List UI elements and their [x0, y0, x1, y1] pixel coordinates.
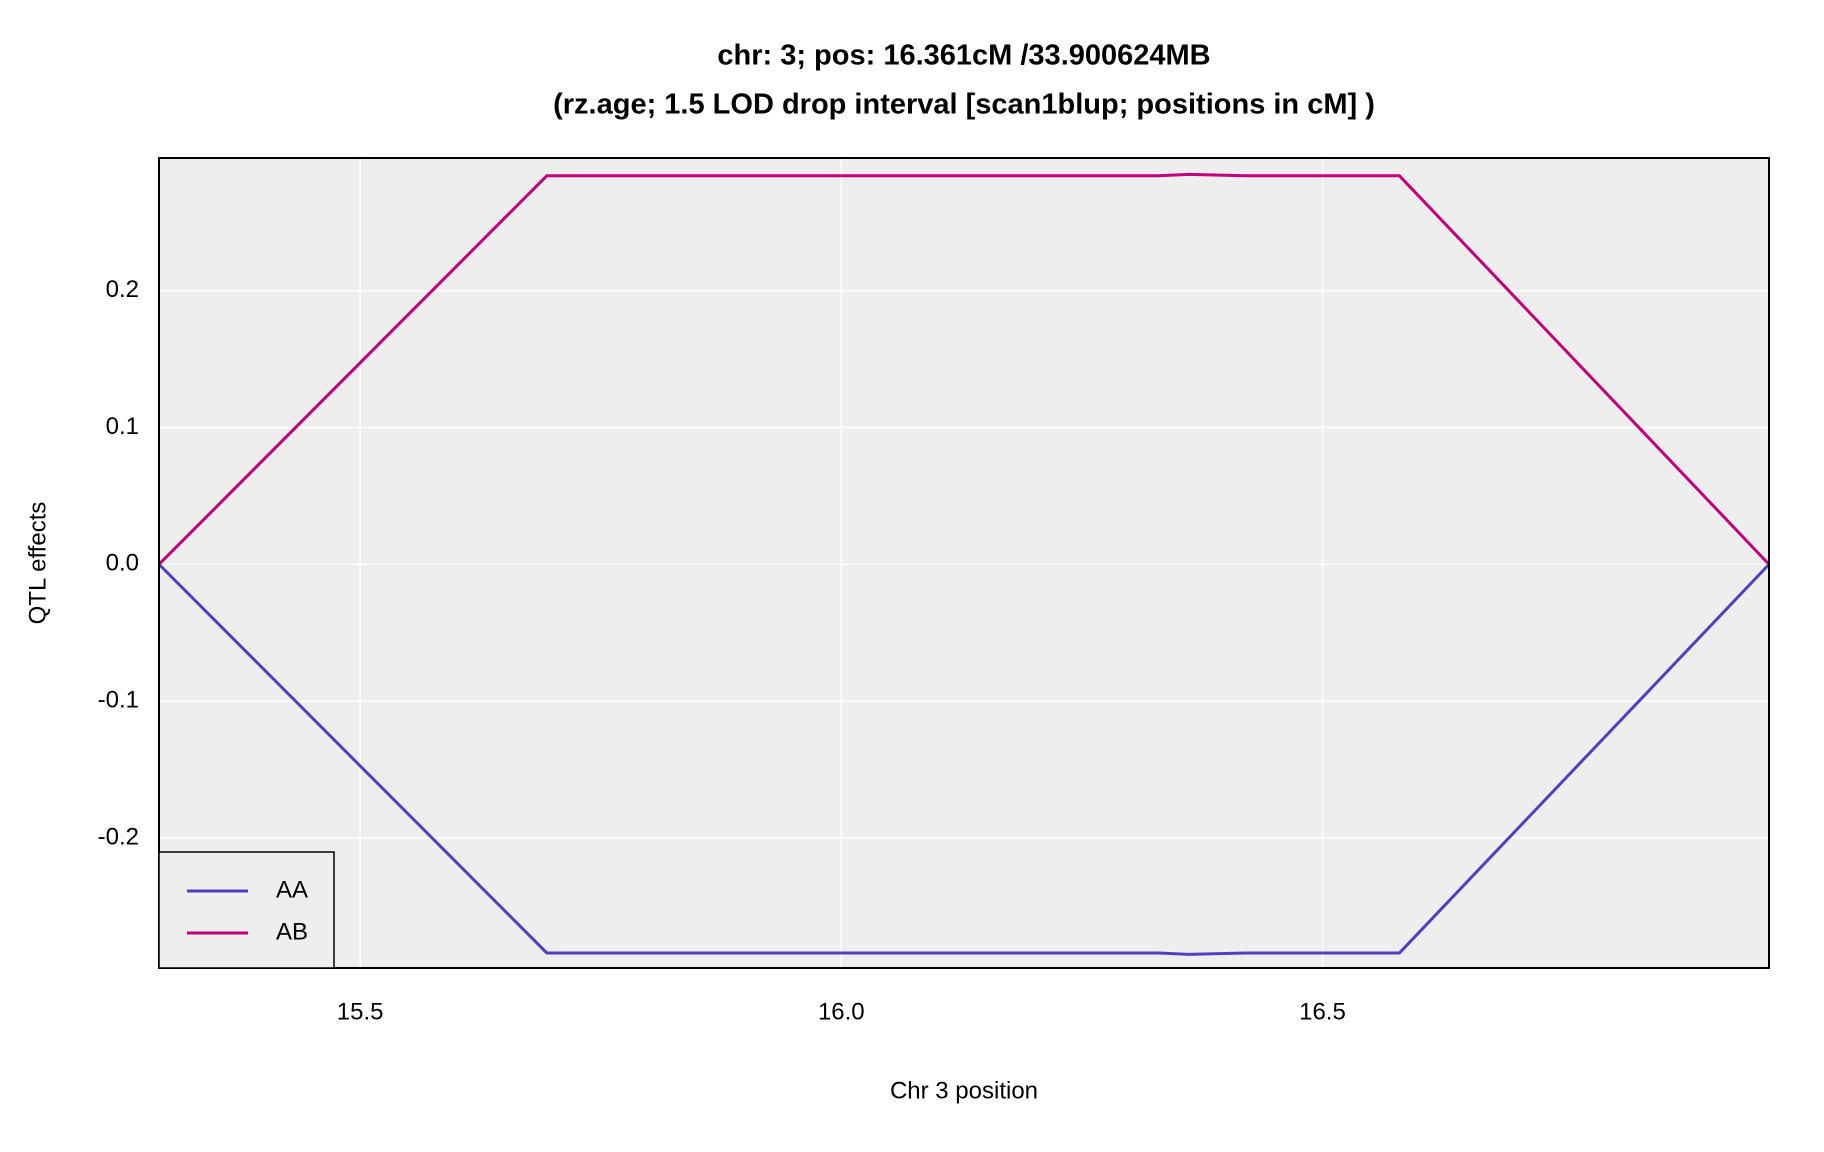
legend: AA AB [158, 851, 335, 969]
y-tick-label: -0.2 [98, 823, 139, 850]
plot-border [158, 157, 1770, 969]
x-tick-label: 16.5 [1299, 998, 1346, 1025]
x-tick-label: 15.5 [337, 998, 384, 1025]
legend-label: AB [276, 918, 308, 945]
chart-subtitle: (rz.age; 1.5 LOD drop interval [scan1blu… [553, 89, 1375, 121]
x-tick-label: 16.0 [818, 998, 865, 1025]
legend-label: AA [276, 876, 308, 903]
series-line [157, 172, 1771, 566]
plot-background [159, 158, 1769, 968]
y-tick-label: -0.1 [98, 687, 139, 714]
y-tick-label: 0.1 [106, 413, 139, 440]
y-tick-label: 0.2 [106, 276, 139, 303]
x-axis-label: Chr 3 position [890, 1077, 1038, 1104]
legend-box [158, 851, 335, 969]
y-tick-label: 0.0 [106, 550, 139, 577]
chart-title: chr: 3; pos: 16.361cM /33.900624MB [717, 40, 1210, 72]
series-line [157, 563, 1771, 956]
y-axis-label: QTL effects [24, 502, 51, 625]
